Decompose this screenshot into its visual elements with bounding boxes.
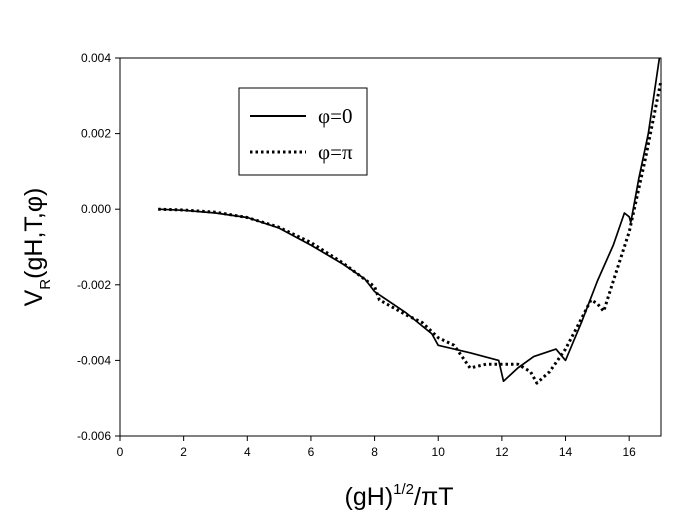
x-axis-ticks: 0 2 4 6 8 10 12 14 16: [117, 436, 636, 459]
y-axis-title-main: V: [20, 289, 48, 306]
y-tick-label: -0.004: [77, 353, 111, 367]
y-tick-label: 0.000: [81, 202, 111, 216]
y-axis-title: VR(gH,T,φ): [20, 188, 54, 307]
y-axis-title-sub: R: [37, 279, 54, 290]
x-tick-label: 14: [559, 445, 573, 459]
y-tick-label: 0.002: [81, 127, 111, 141]
y-axis-ticks: 0.004 0.002 0.000 -0.002 -0.004 -0.006: [77, 51, 120, 443]
x-tick-label: 2: [180, 445, 187, 459]
x-tick-label: 4: [244, 445, 251, 459]
x-tick-label: 0: [117, 445, 124, 459]
x-tick-label: 12: [495, 445, 509, 459]
series-line-phipi: [158, 80, 663, 385]
legend-label-phi0: φ=0: [318, 104, 352, 128]
x-tick-label: 10: [432, 445, 446, 459]
plot-frame: [119, 57, 662, 437]
x-tick-label: 6: [308, 445, 315, 459]
x-tick-label: 8: [371, 445, 378, 459]
legend-box: [238, 87, 368, 176]
x-axis-title: (gH)1/2/πT: [345, 481, 454, 511]
y-tick-label: 0.004: [81, 51, 111, 65]
x-axis-title-sup: 1/2: [393, 481, 414, 498]
y-tick-label: -0.006: [77, 429, 111, 443]
x-axis-title-main: (gH): [345, 483, 394, 511]
y-axis-title-rest: (gH,T,φ): [20, 188, 48, 279]
y-tick-label: -0.002: [77, 278, 111, 292]
x-tick-label: 16: [622, 445, 636, 459]
legend-label-phipi: φ=π: [318, 140, 353, 164]
legend: φ=0 φ=π: [238, 87, 368, 176]
x-axis-title-rest: /πT: [414, 483, 453, 511]
series-line-phi0: [158, 57, 661, 383]
series-layer: [158, 57, 663, 385]
